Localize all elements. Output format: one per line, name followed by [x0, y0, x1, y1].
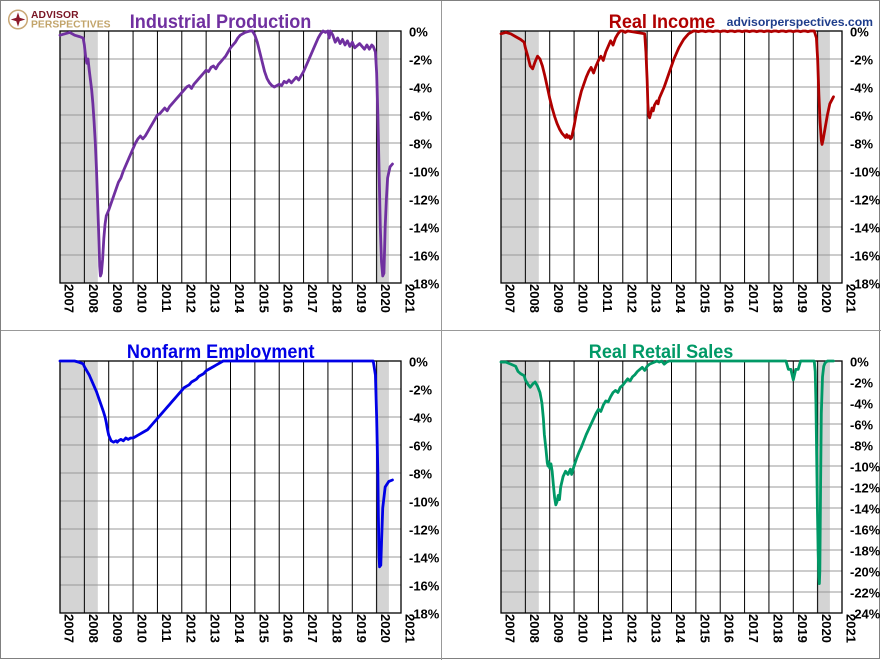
svg-text:2014: 2014	[232, 614, 247, 644]
svg-text:-12%: -12%	[850, 193, 881, 208]
svg-text:2017: 2017	[305, 284, 320, 313]
svg-text:-18%: -18%	[850, 544, 881, 559]
svg-text:-12%: -12%	[409, 523, 440, 538]
svg-text:-10%: -10%	[409, 165, 440, 180]
svg-text:-16%: -16%	[409, 249, 440, 264]
svg-text:2008: 2008	[527, 284, 542, 313]
svg-text:-2%: -2%	[409, 53, 433, 68]
svg-text:-16%: -16%	[850, 523, 881, 538]
svg-text:2019: 2019	[795, 284, 810, 313]
svg-text:2020: 2020	[378, 614, 393, 643]
svg-text:2015: 2015	[256, 614, 271, 643]
svg-text:2016: 2016	[722, 614, 737, 643]
svg-text:-20%: -20%	[850, 565, 881, 580]
svg-text:-6%: -6%	[850, 109, 874, 124]
svg-text:-6%: -6%	[409, 109, 433, 124]
svg-text:2014: 2014	[232, 284, 247, 314]
svg-text:-14%: -14%	[850, 502, 881, 517]
svg-text:2015: 2015	[697, 284, 712, 313]
svg-text:2017: 2017	[305, 614, 320, 643]
svg-text:-12%: -12%	[850, 481, 881, 496]
svg-text:0%: 0%	[409, 25, 428, 40]
svg-text:2016: 2016	[281, 284, 296, 313]
svg-text:2018: 2018	[770, 284, 785, 313]
svg-text:-14%: -14%	[409, 551, 440, 566]
svg-text:-22%: -22%	[850, 586, 881, 601]
svg-text:-8%: -8%	[850, 137, 874, 152]
svg-text:2010: 2010	[135, 614, 150, 643]
svg-text:2020: 2020	[819, 284, 834, 313]
svg-text:2007: 2007	[503, 614, 518, 643]
svg-text:2012: 2012	[183, 284, 198, 313]
svg-text:2018: 2018	[329, 614, 344, 643]
svg-text:2017: 2017	[746, 614, 761, 643]
svg-text:2013: 2013	[208, 284, 223, 313]
svg-text:-2%: -2%	[409, 383, 433, 398]
svg-text:2019: 2019	[354, 614, 369, 643]
svg-text:2010: 2010	[576, 614, 591, 643]
svg-text:2021: 2021	[844, 614, 859, 643]
svg-text:-8%: -8%	[409, 467, 433, 482]
svg-text:2007: 2007	[503, 284, 518, 313]
svg-text:-14%: -14%	[850, 221, 881, 236]
svg-text:0%: 0%	[850, 25, 869, 40]
svg-text:-8%: -8%	[850, 439, 874, 454]
svg-text:2011: 2011	[600, 614, 615, 642]
svg-text:2020: 2020	[378, 284, 393, 313]
svg-text:-2%: -2%	[850, 376, 874, 391]
svg-text:2013: 2013	[649, 284, 664, 313]
svg-text:2008: 2008	[527, 614, 542, 643]
svg-text:2007: 2007	[62, 284, 77, 313]
svg-text:2012: 2012	[183, 614, 198, 643]
svg-text:-16%: -16%	[850, 249, 881, 264]
svg-text:2010: 2010	[576, 284, 591, 313]
svg-text:2015: 2015	[256, 284, 271, 313]
svg-text:-10%: -10%	[850, 165, 881, 180]
svg-text:2013: 2013	[649, 614, 664, 643]
svg-text:2021: 2021	[403, 614, 418, 643]
svg-text:-16%: -16%	[409, 579, 440, 594]
svg-text:2012: 2012	[624, 614, 639, 643]
svg-text:2008: 2008	[86, 614, 101, 643]
svg-text:0%: 0%	[850, 355, 869, 370]
svg-text:2009: 2009	[551, 614, 566, 643]
svg-text:2011: 2011	[159, 284, 174, 312]
svg-text:2019: 2019	[354, 284, 369, 313]
svg-text:-2%: -2%	[850, 53, 874, 68]
svg-text:-14%: -14%	[409, 221, 440, 236]
svg-text:2018: 2018	[770, 614, 785, 643]
svg-text:2021: 2021	[403, 284, 418, 313]
svg-text:2007: 2007	[62, 614, 77, 643]
svg-text:2012: 2012	[624, 284, 639, 313]
svg-text:2020: 2020	[819, 614, 834, 643]
svg-text:-12%: -12%	[409, 193, 440, 208]
svg-text:2018: 2018	[329, 284, 344, 313]
svg-text:2013: 2013	[208, 614, 223, 643]
svg-text:-6%: -6%	[409, 439, 433, 454]
svg-text:2014: 2014	[673, 614, 688, 644]
svg-text:2009: 2009	[110, 614, 125, 643]
svg-text:2017: 2017	[746, 284, 761, 313]
svg-text:2016: 2016	[722, 284, 737, 313]
svg-text:0%: 0%	[409, 355, 428, 370]
svg-text:2009: 2009	[551, 284, 566, 313]
svg-text:2009: 2009	[110, 284, 125, 313]
svg-text:-10%: -10%	[409, 495, 440, 510]
svg-text:2011: 2011	[600, 284, 615, 312]
svg-text:2016: 2016	[281, 614, 296, 643]
svg-text:-4%: -4%	[850, 397, 874, 412]
svg-text:-10%: -10%	[850, 460, 881, 475]
svg-text:2019: 2019	[795, 614, 810, 643]
svg-text:2011: 2011	[159, 614, 174, 642]
svg-text:2008: 2008	[86, 284, 101, 313]
svg-text:-4%: -4%	[409, 411, 433, 426]
svg-text:2021: 2021	[844, 284, 859, 313]
svg-text:-8%: -8%	[409, 137, 433, 152]
svg-text:2010: 2010	[135, 284, 150, 313]
svg-text:-4%: -4%	[850, 81, 874, 96]
svg-text:-4%: -4%	[409, 81, 433, 96]
svg-text:2014: 2014	[673, 284, 688, 314]
svg-text:-6%: -6%	[850, 418, 874, 433]
svg-text:2015: 2015	[697, 614, 712, 643]
